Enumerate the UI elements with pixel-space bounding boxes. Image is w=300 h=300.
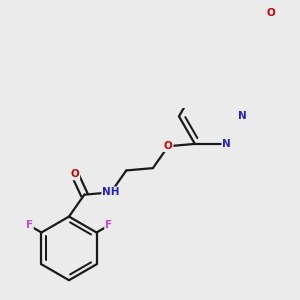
Text: O: O xyxy=(164,141,172,151)
Text: F: F xyxy=(105,220,112,230)
Text: O: O xyxy=(266,8,275,18)
Text: F: F xyxy=(26,220,33,230)
Text: NH: NH xyxy=(102,188,120,197)
Text: O: O xyxy=(70,169,79,179)
Text: N: N xyxy=(222,139,231,149)
Text: N: N xyxy=(238,111,247,121)
